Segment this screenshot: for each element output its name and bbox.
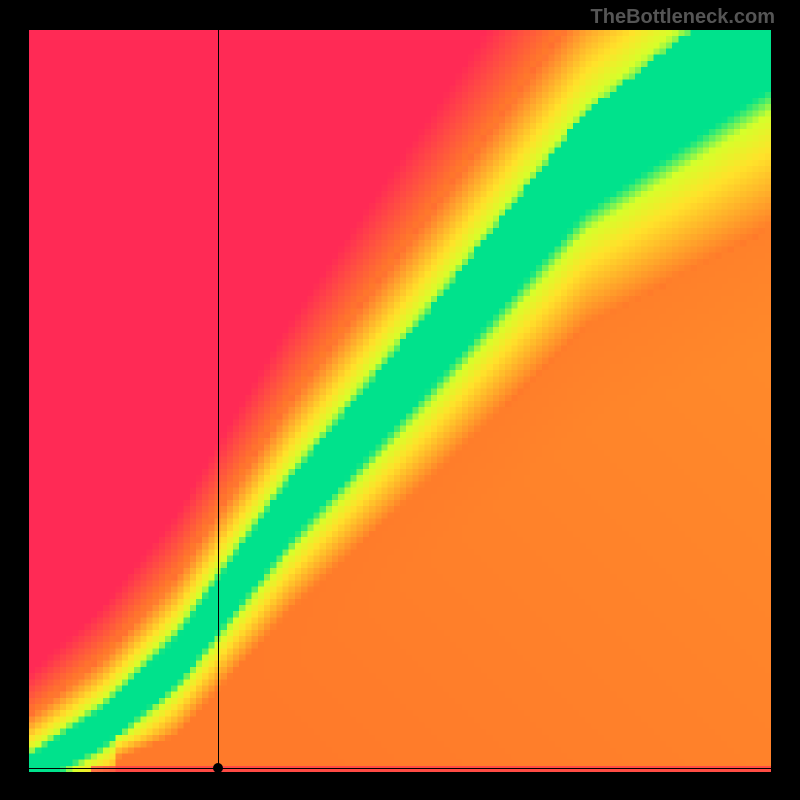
crosshair-horizontal xyxy=(29,768,771,769)
crosshair-marker xyxy=(213,763,223,773)
crosshair-vertical xyxy=(218,30,219,772)
chart-container: TheBottleneck.com xyxy=(0,0,800,800)
watermark-text: TheBottleneck.com xyxy=(591,6,775,29)
heatmap-canvas xyxy=(29,30,771,772)
heatmap-plot xyxy=(29,30,771,772)
